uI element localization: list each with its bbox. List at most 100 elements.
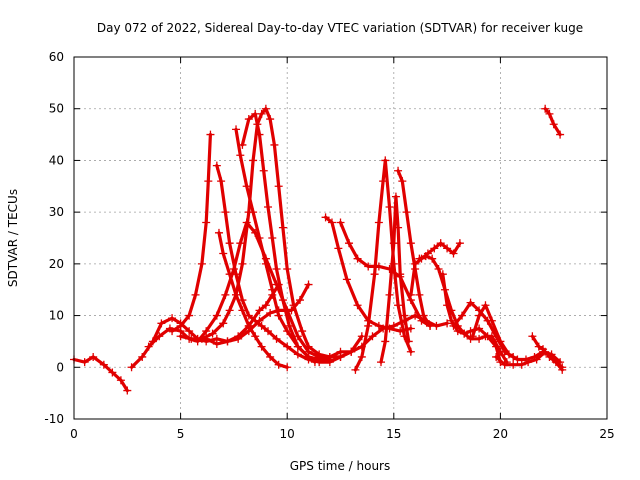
- data-point: [259, 166, 268, 175]
- data-point: [225, 306, 234, 315]
- series-track-13: [351, 156, 415, 374]
- data-point: [402, 208, 411, 217]
- series-line: [543, 107, 562, 137]
- series-track-22: [528, 332, 567, 372]
- data-point: [242, 182, 251, 191]
- data-point: [545, 109, 554, 118]
- x-tick-label: 5: [177, 427, 185, 441]
- data-point: [347, 347, 356, 356]
- data-point: [283, 363, 292, 372]
- data-point: [206, 130, 215, 139]
- data-point: [168, 327, 177, 336]
- data-point: [406, 239, 415, 248]
- data-point: [455, 239, 464, 248]
- data-point: [481, 301, 490, 310]
- data-point: [513, 355, 522, 364]
- y-tick-label: 40: [49, 153, 64, 167]
- series-track-15: [394, 166, 435, 330]
- data-point: [234, 332, 243, 341]
- data-point: [389, 239, 398, 248]
- data-point: [468, 332, 477, 341]
- data-point: [336, 352, 345, 361]
- series-line: [451, 301, 515, 359]
- data-point: [212, 161, 221, 170]
- data-point: [334, 244, 343, 253]
- data-point: [185, 311, 194, 320]
- data-point: [381, 337, 390, 346]
- series-line: [353, 158, 413, 372]
- data-point: [549, 120, 558, 129]
- data-point: [406, 347, 415, 356]
- y-axis-label: SDTVAR / TECUs: [6, 189, 20, 287]
- data-point: [176, 332, 185, 341]
- x-tick-label: 10: [280, 427, 295, 441]
- data-point: [556, 130, 565, 139]
- data-point: [345, 239, 354, 248]
- data-point: [428, 254, 437, 263]
- data-point: [534, 342, 543, 351]
- data-point: [415, 254, 424, 263]
- data-point: [261, 301, 270, 310]
- data-point: [449, 321, 458, 330]
- data-point: [421, 252, 430, 261]
- data-point: [374, 321, 383, 330]
- data-point: [394, 166, 403, 175]
- data-point: [500, 360, 509, 369]
- data-point: [443, 301, 452, 310]
- data-point: [483, 332, 492, 341]
- data-point: [208, 329, 217, 338]
- x-tick-label: 0: [70, 427, 78, 441]
- data-point: [187, 334, 196, 343]
- y-tick-label: 50: [49, 102, 64, 116]
- data-point: [99, 360, 108, 369]
- data-point: [381, 156, 390, 165]
- series-track-14: [377, 192, 413, 367]
- data-point: [293, 350, 302, 359]
- data-point: [394, 223, 403, 232]
- data-point: [176, 321, 185, 330]
- series-track-19: [449, 298, 518, 361]
- chart-title: Day 072 of 2022, Sidereal Day-to-day VTE…: [97, 21, 583, 35]
- data-point: [398, 177, 407, 186]
- data-point: [447, 316, 456, 325]
- data-point: [285, 321, 294, 330]
- data-point: [293, 342, 302, 351]
- data-point: [487, 316, 496, 325]
- data-point: [475, 334, 484, 343]
- data-point: [342, 275, 351, 284]
- data-point: [202, 218, 211, 227]
- data-point: [272, 265, 281, 274]
- data-point: [460, 329, 469, 338]
- data-point: [274, 360, 283, 369]
- data-point: [244, 115, 253, 124]
- series-line: [441, 272, 502, 364]
- data-point: [385, 290, 394, 299]
- data-point: [168, 314, 177, 323]
- series-track-18: [438, 270, 505, 367]
- data-point: [219, 249, 228, 258]
- series-track-23: [541, 104, 565, 139]
- data-point: [415, 290, 424, 299]
- data-point: [264, 202, 273, 211]
- data-point: [232, 125, 241, 134]
- data-point: [268, 234, 277, 242]
- data-point: [257, 342, 266, 351]
- data-point: [204, 177, 213, 186]
- data-point: [185, 327, 194, 336]
- x-tick-label: 15: [386, 427, 401, 441]
- data-point: [251, 332, 260, 341]
- data-point: [304, 352, 313, 361]
- data-point: [202, 327, 211, 336]
- data-point: [396, 270, 405, 279]
- data-point: [274, 280, 283, 289]
- data-point: [558, 363, 567, 372]
- data-point: [138, 352, 147, 361]
- data-point: [449, 249, 458, 258]
- data-point: [370, 270, 379, 279]
- data-point: [509, 360, 518, 369]
- data-point: [289, 301, 298, 310]
- data-point: [327, 218, 336, 227]
- data-point: [545, 352, 554, 361]
- data-point: [496, 337, 505, 346]
- y-tick-label: 0: [56, 360, 64, 374]
